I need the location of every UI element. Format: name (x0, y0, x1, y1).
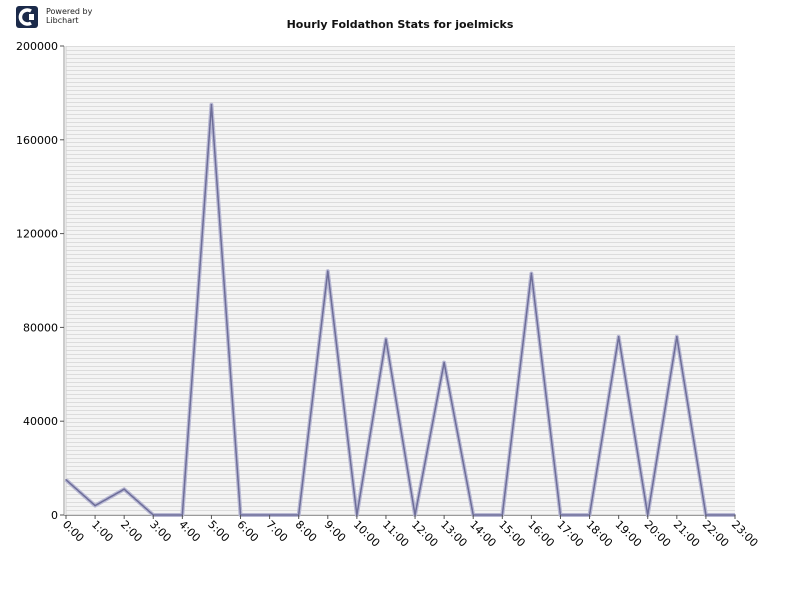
x-tick-label: 2:00 (118, 518, 145, 545)
y-tick-label: 200000 (16, 40, 58, 53)
libchart-logo: Powered by Libchart (16, 4, 116, 30)
x-tick-label: 8:00 (293, 518, 320, 545)
x-tick-label: 22:00 (700, 518, 732, 550)
libchart-logo-text: Powered by Libchart (46, 7, 92, 25)
x-tick-label: 23:00 (729, 518, 761, 550)
data-point (123, 488, 125, 491)
series-line (65, 103, 735, 516)
grid-lines (66, 46, 735, 515)
x-tick-label: 5:00 (205, 518, 232, 545)
x-tick-label: 14:00 (467, 518, 499, 550)
x-tick-label: 6:00 (234, 518, 261, 545)
x-tick-label: 10:00 (351, 518, 383, 550)
data-point (617, 335, 620, 338)
x-tick-label: 4:00 (176, 518, 203, 545)
x-tick-label: 18:00 (583, 518, 615, 550)
x-tick-label: 19:00 (613, 518, 645, 550)
chart-title: Hourly Foldathon Stats for joelmicks (286, 18, 514, 31)
x-tick-label: 20:00 (642, 518, 674, 550)
data-point (326, 270, 329, 272)
y-tick-label: 120000 (16, 228, 58, 241)
data-point (530, 272, 533, 275)
data-point (65, 479, 67, 481)
x-tick-label: 1:00 (89, 518, 116, 545)
x-tick-label: 0:00 (60, 518, 87, 545)
x-tick-label: 3:00 (147, 518, 174, 545)
x-tick-labels: 0:00 1:00 2:00 3:00 4:00 5:00 6:00 7:00 8:00 9:00… (60, 515, 761, 550)
data-point (676, 335, 678, 338)
y-tick-labels: 0 40000 80000 120000 160000 200000 (16, 40, 64, 522)
x-tick-label: 17:00 (554, 518, 586, 550)
x-tick-label: 16:00 (525, 518, 557, 550)
data-point (443, 361, 445, 364)
y-tick-label: 160000 (16, 134, 58, 147)
data-point (210, 103, 213, 106)
y-tick-label: 0 (51, 509, 58, 522)
data-point (94, 504, 96, 507)
x-tick-label: 11:00 (380, 518, 412, 550)
x-tick-label: 21:00 (671, 518, 703, 550)
y-tick-label: 40000 (23, 415, 58, 428)
logo-line-1: Powered by (46, 7, 93, 16)
x-tick-label: 13:00 (438, 518, 470, 550)
data-point (385, 338, 387, 340)
y-tick-label: 80000 (23, 321, 58, 334)
logo-line-2: Libchart (46, 16, 79, 25)
x-tick-label: 15:00 (496, 518, 528, 550)
x-tick-label: 12:00 (409, 518, 441, 550)
libchart-logo-icon (16, 6, 38, 28)
x-tick-label: 7:00 (263, 518, 290, 545)
x-tick-label: 9:00 (322, 518, 349, 545)
